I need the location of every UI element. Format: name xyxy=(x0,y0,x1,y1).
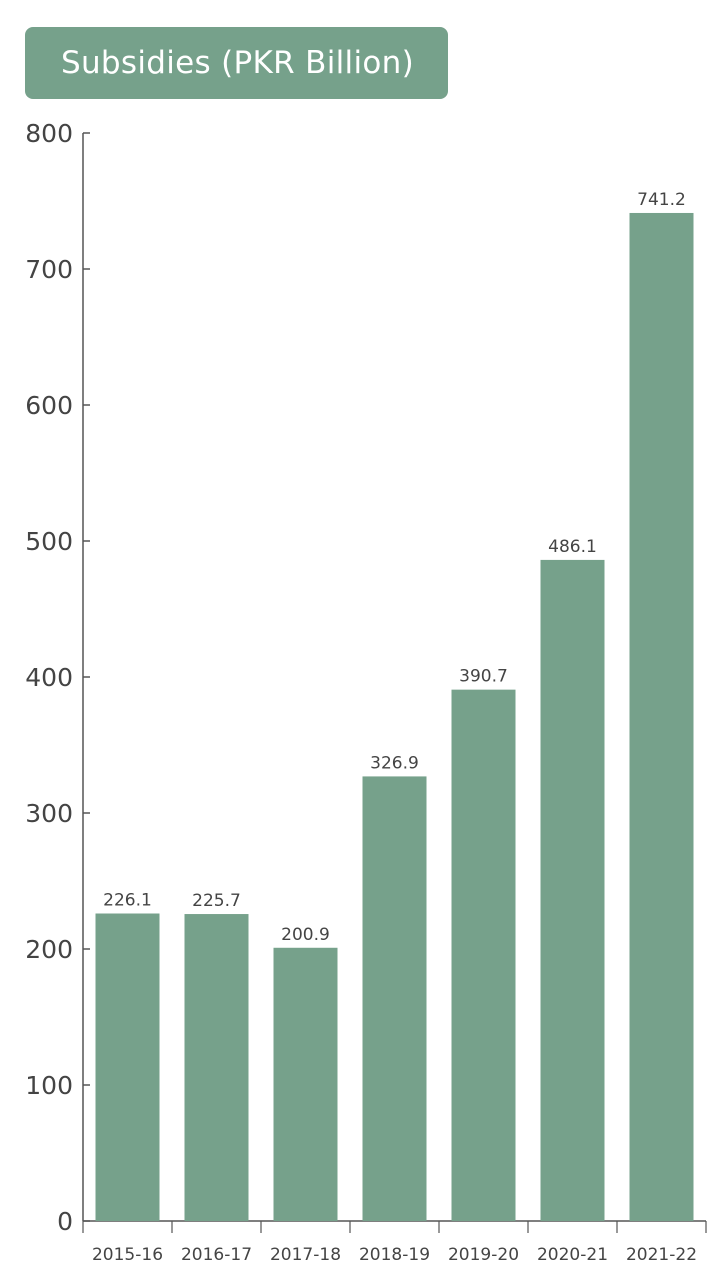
bar-value-label: 326.9 xyxy=(370,753,419,773)
x-tick-label: 2021-22 xyxy=(626,1245,697,1265)
x-tick-label: 2015-16 xyxy=(92,1245,163,1265)
bar-value-label: 486.1 xyxy=(548,537,597,557)
x-tick-label: 2019-20 xyxy=(448,1245,519,1265)
bar-value-label: 390.7 xyxy=(459,667,508,687)
y-tick-label: 800 xyxy=(25,119,73,148)
chart-title-banner: Subsidies (PKR Billion) xyxy=(25,27,448,99)
bar-2016-17 xyxy=(184,914,249,1221)
y-tick-label: 300 xyxy=(25,799,73,828)
bar-2019-20 xyxy=(451,689,516,1221)
x-tick-label: 2016-17 xyxy=(181,1245,252,1265)
bar-2020-21 xyxy=(540,559,605,1221)
bar-value-label: 226.1 xyxy=(103,891,152,911)
bar-value-label: 225.7 xyxy=(192,891,241,911)
chart-title: Subsidies (PKR Billion) xyxy=(61,45,414,81)
bar-2017-18 xyxy=(273,947,338,1221)
x-tick-label: 2018-19 xyxy=(359,1245,430,1265)
bar-value-label: 200.9 xyxy=(281,925,330,945)
y-tick-label: 700 xyxy=(25,255,73,284)
bar-2021-22 xyxy=(629,212,694,1221)
bar-2018-19 xyxy=(362,776,427,1221)
y-tick-label: 400 xyxy=(25,663,73,692)
y-tick-label: 600 xyxy=(25,391,73,420)
y-tick-label: 100 xyxy=(25,1071,73,1100)
x-tick-label: 2017-18 xyxy=(270,1245,341,1265)
y-tick-label: 0 xyxy=(57,1207,73,1236)
x-tick-label: 2020-21 xyxy=(537,1245,608,1265)
bar-2015-16 xyxy=(95,913,160,1221)
y-tick-label: 500 xyxy=(25,527,73,556)
bar-value-label: 741.2 xyxy=(637,190,686,210)
y-tick-label: 200 xyxy=(25,935,73,964)
